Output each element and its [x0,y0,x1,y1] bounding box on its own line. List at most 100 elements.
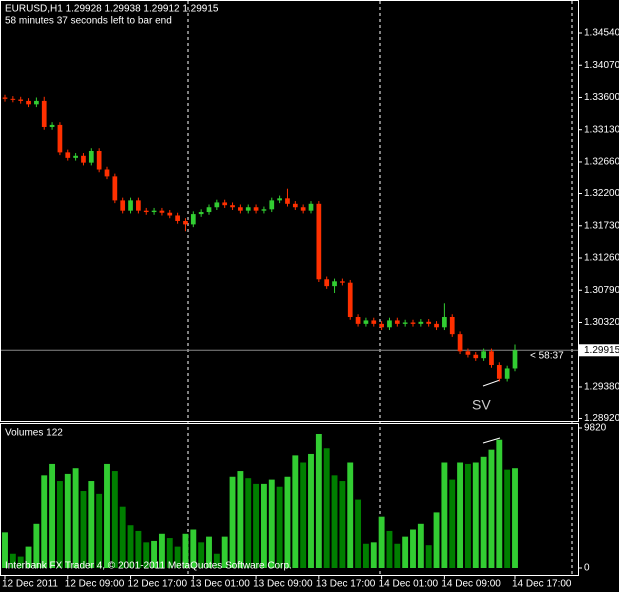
candle-body [112,176,118,201]
candle-body [57,124,63,153]
y-tick-label: 1.34070 [584,60,619,71]
trend-line [482,379,501,387]
candle-body [379,323,384,328]
candle-body [285,198,290,204]
candle-body [316,203,322,280]
candle-body [426,321,432,324]
candle-body [324,279,330,287]
volume-bar [17,556,24,569]
volume-bar [300,462,307,569]
candle-body [402,322,408,324]
volume-bar [56,481,63,569]
candle-body [222,202,228,206]
candle-body [198,212,204,215]
volume-bar [198,542,205,569]
volume-bar [504,469,511,569]
volume-bar [190,529,197,569]
volume-bar [394,543,401,569]
candle-body [175,215,180,221]
candle-body [230,205,235,208]
candle-body [465,351,471,355]
candle-body [473,354,479,359]
x-tick-label: 13 Dec 01:00 [190,579,250,590]
candle-body [49,124,55,127]
y-tick-label: 1.29380 [584,382,619,393]
candle-body [88,150,94,163]
volume-bar [433,512,440,569]
y-tick-label: 1.34540 [584,28,619,39]
volume-bar [213,553,220,569]
candle-body [387,320,392,328]
volume-bar [49,463,56,569]
candle-body [261,209,267,211]
y-tick-label: 1.31730 [584,220,619,231]
candle-body [183,220,188,225]
volume-bar [41,475,48,569]
candle-body [332,281,337,287]
volume-bar [260,483,267,569]
volume-bar [512,468,518,569]
volume-bar [96,493,103,569]
annotation: SV [472,397,491,413]
volume-title: Volumes 122 [5,428,63,439]
volume-bar [268,479,275,569]
y-tick-label: 1.32200 [584,188,619,199]
volume-bar [496,439,503,569]
volume-bar [284,476,291,569]
x-tick-label: 14 Dec 17:00 [512,579,572,590]
candle-body [128,200,133,211]
volume-bar [378,516,385,569]
candle-body [394,320,400,324]
volume-bar [339,481,346,569]
candle-body [245,207,251,211]
candle-body [190,214,196,225]
trend-line [482,437,501,444]
volume-bar [410,529,416,569]
volume-bar [174,546,181,569]
volume-bar [441,462,448,569]
price-panel-frame [0,0,579,422]
candle-body [489,351,494,366]
volume-bar [472,462,479,569]
candle-body [269,200,275,210]
volume-bar [135,530,142,569]
candle-body [277,198,282,201]
volume-bar [158,533,165,569]
candle-body [81,155,86,163]
candle-body [151,210,157,213]
candle-body [504,368,510,379]
y-tick-label: 1.33600 [584,92,619,103]
volume-bar [151,540,158,569]
y-tick-label: 9820 [584,423,607,434]
candle-body [442,317,447,328]
candle-body [481,351,486,359]
y-tick-label: 1.33130 [584,124,619,135]
candle-body [363,320,369,324]
volume-bar [449,479,456,569]
volume-bar [417,523,424,569]
chart-title: EURUSD,H1 1.29928 1.29938 1.29912 1.2991… [5,4,219,15]
candle-body [65,152,71,158]
candle-body [10,98,16,100]
candle-body [347,282,353,318]
candle-body [238,207,243,211]
volume-bar [88,481,95,569]
volume-bar [292,455,299,569]
volume-bar [143,542,150,569]
candle-body [300,207,306,211]
chart-subtitle: 58 minutes 37 seconds left to bar end [5,16,172,27]
candle-body [292,203,298,208]
candle-body [18,99,24,101]
candle-body [41,100,47,127]
x-tick-label: 12 Dec 09:00 [65,579,125,590]
volume-bar [166,538,173,569]
candle-body [96,150,102,170]
candle-body [26,100,31,105]
volume-bar [276,486,283,569]
volume-bar [221,536,228,569]
volume-bar [480,456,487,569]
candle-body [449,317,455,335]
candle-body [73,155,78,158]
volume-bar [64,473,71,569]
